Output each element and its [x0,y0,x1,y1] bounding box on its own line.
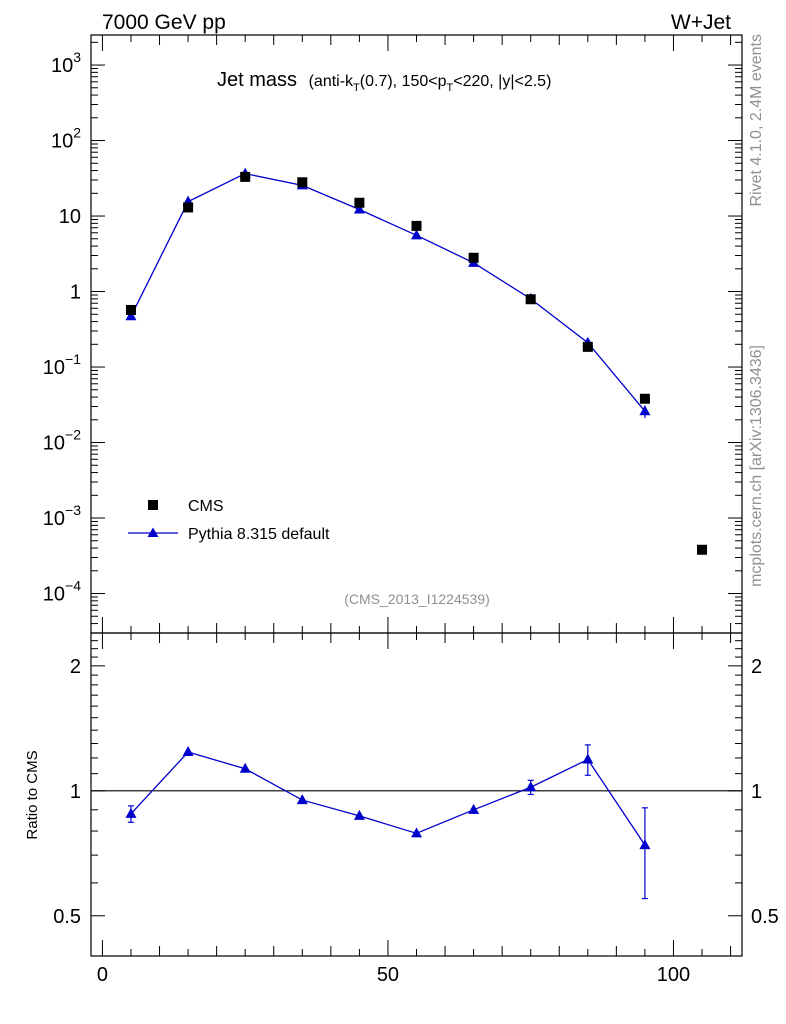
legend-marker-cms [148,500,158,510]
ratio-ytick-label-left: 1 [70,781,81,803]
rivet-version-label: Rivet 4.1.0, 2.4M events [748,34,765,207]
main-ytick-label: 1 [70,282,81,304]
legend-label-cms: CMS [188,498,224,515]
pythia-point [411,229,422,240]
chart-title: Jet mass (anti-kT(0.7), 150<pT<220, |y|<… [217,69,551,94]
ratio-point [582,753,594,764]
cms-point [582,341,593,352]
cms-point [697,544,708,555]
cms-point [297,177,308,188]
ratio-ytick-label-right: 1 [751,781,762,803]
ratio-point [411,827,422,838]
cms-point [411,220,422,231]
legend-marker-pythia [147,527,159,537]
cms-point [183,202,194,213]
pythia-line [130,172,646,412]
ratio-ytick-label-left: 2 [70,656,81,678]
cms-point [354,197,365,208]
ratio-ytick-label-right: 2 [751,656,762,678]
cms-point [240,171,251,182]
main-ytick-label: 10−2 [43,427,81,455]
ratio-ytick-label-left: 0.5 [53,906,81,928]
ratio-point [353,809,365,820]
ratio-ytick-label-right: 0.5 [751,906,779,928]
main-ytick-label: 103 [51,49,81,77]
ratio-panel-frame [90,632,743,957]
ratio-line [130,751,646,846]
cms-point [125,304,136,315]
ratio-point [125,807,137,818]
main-ytick-label: 10−3 [43,502,81,530]
cms-point [468,252,479,263]
process-label: W+Jet [671,11,731,34]
ratio-point [525,781,537,792]
ratio-panel-data [91,744,742,900]
mcplots-label: mcplots.cern.ch [arXiv:1306.3436] [748,345,765,587]
main-ytick-label: 10−4 [43,578,81,606]
ratio-panel-ticks: 2 2 1 1 0.5 0.5 0 50 100 [53,633,779,986]
ratio-point [182,746,194,757]
pythia-point [125,310,137,321]
xtick-label: 100 [657,964,690,986]
main-panel-data [125,167,708,555]
cms-point [639,393,650,404]
main-panel-frame [90,34,743,634]
xtick-label: 0 [97,964,108,986]
main-ytick-label: 10 [59,206,81,228]
xtick-label: 50 [377,964,399,986]
legend: CMS Pythia 8.315 default [128,498,330,543]
legend-label-pythia: Pythia 8.315 default [188,526,330,543]
main-ytick-label: 102 [51,125,81,153]
ratio-point [296,794,308,805]
energy-label: 7000 GeV pp [102,11,226,34]
ratio-point [468,803,480,814]
pythia-point [353,203,365,214]
ratio-ylabel: Ratio to CMS [24,750,41,839]
cms-point [525,294,536,305]
analysis-id-label: (CMS_2013_I1224539) [344,591,490,607]
pythia-point [639,405,651,416]
main-ytick-label: 10−1 [43,351,81,379]
ratio-point [639,839,651,850]
ratio-point [239,762,251,773]
